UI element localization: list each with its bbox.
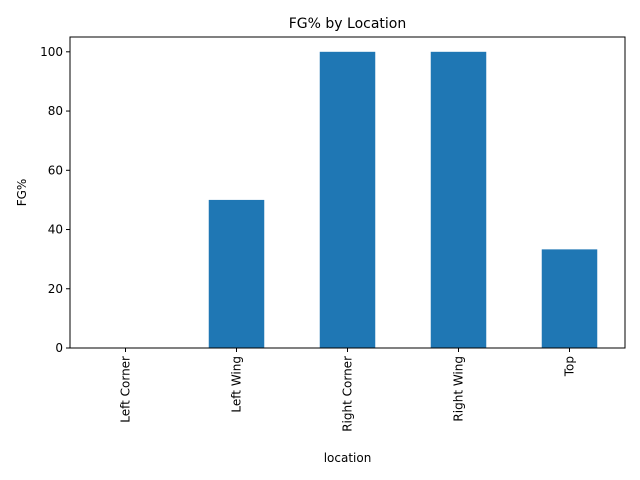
y-tick-label: 100: [40, 45, 63, 59]
y-tick-label: 60: [48, 163, 63, 177]
x-tick-label: Left Corner: [119, 356, 133, 423]
x-tick-label: Right Wing: [452, 356, 466, 422]
chart-title: FG% by Location: [289, 16, 407, 32]
bars-group: [208, 51, 598, 349]
bar-right-corner: [319, 51, 376, 349]
y-axis-label: FG%: [15, 179, 29, 207]
y-tick-label: 20: [48, 282, 63, 296]
x-tick-label: Left Wing: [230, 356, 244, 413]
bar-right-wing: [430, 51, 487, 349]
y-tick-label: 40: [48, 223, 63, 237]
y-tick-label: 0: [55, 341, 63, 355]
bar-left-wing: [208, 199, 265, 348]
x-axis-label: location: [324, 451, 372, 465]
x-tick-label: Top: [563, 356, 577, 377]
x-tick-label: Right Corner: [341, 356, 355, 432]
y-axis-ticks: 0 20 40 60 80 100: [40, 45, 70, 355]
plot-frame: [69, 36, 626, 349]
x-axis-ticks: Left Corner Left Wing Right Corner Right Wi…: [119, 348, 577, 432]
y-tick-label: 80: [48, 104, 63, 118]
bar-top: [541, 249, 598, 348]
